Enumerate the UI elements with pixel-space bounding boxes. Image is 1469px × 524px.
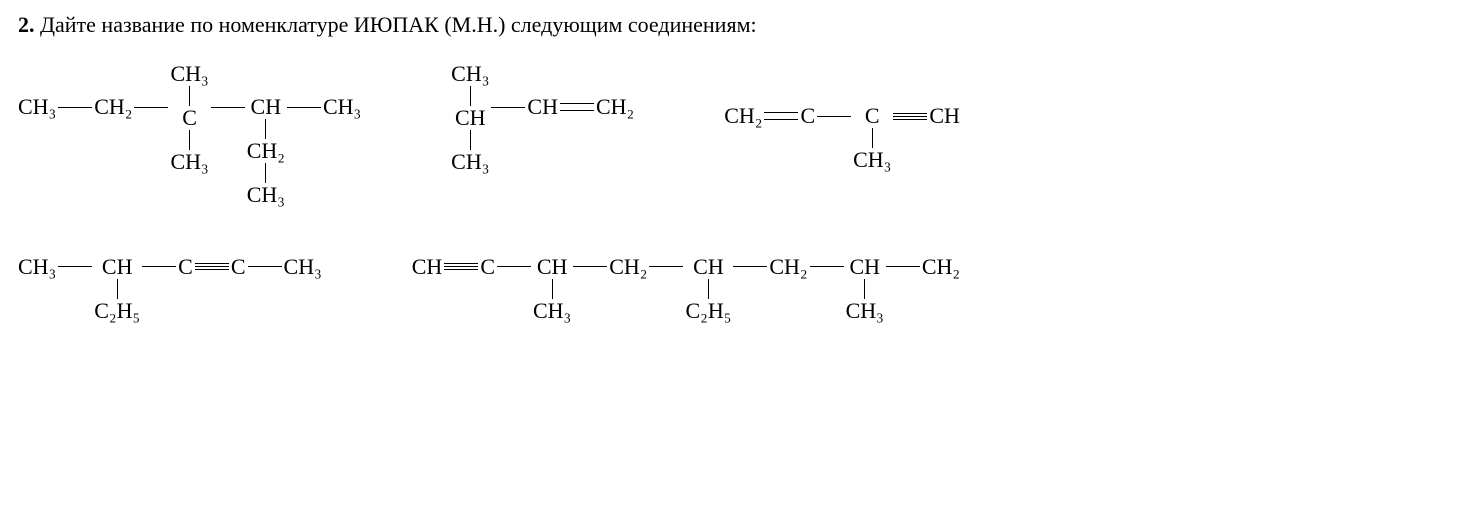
atom-label: CH₃ bbox=[247, 183, 285, 207]
atom-label: CH₂ bbox=[247, 139, 285, 163]
atom-label: CH₂ bbox=[94, 95, 132, 119]
atom-label: CH bbox=[455, 106, 486, 130]
atom-label: C bbox=[800, 104, 815, 128]
atom-label: CH₂ bbox=[724, 104, 762, 128]
atom-label: CH₃ bbox=[533, 299, 571, 323]
atom-label: C bbox=[231, 255, 246, 279]
atom-label: CH₃ bbox=[846, 299, 884, 323]
atom-label: CH₃ bbox=[323, 95, 361, 119]
atom-label: C₂H₅ bbox=[94, 299, 140, 323]
atom-label: C bbox=[182, 106, 197, 130]
atom-label: CH bbox=[929, 104, 960, 128]
molecule-1: CH₃ CH₂ CH₃ C bbox=[18, 62, 361, 219]
atom-label: CH bbox=[102, 255, 133, 279]
structures-row-2: CH₃ CH C₂H₅ C bbox=[18, 255, 1451, 323]
question-text: 2. Дайте название по номенклатуре ИЮПАК … bbox=[18, 12, 1451, 38]
atom-label: CH₃ bbox=[170, 150, 208, 174]
atom-label: CH bbox=[527, 95, 558, 119]
atom-label: C bbox=[480, 255, 495, 279]
atom-label: CH₃ bbox=[451, 150, 489, 174]
molecule-2: CH₃ CH CH₃ CH bbox=[451, 62, 634, 175]
atom-label: C₂H₅ bbox=[685, 299, 731, 323]
question-body: Дайте название по номенклатуре ИЮПАК (М.… bbox=[40, 12, 757, 37]
molecule-5: CH C CH CH₃ bbox=[412, 255, 960, 323]
atom-label: CH₃ bbox=[284, 255, 322, 279]
molecule-4: CH₃ CH C₂H₅ C bbox=[18, 255, 322, 323]
atom-label: CH bbox=[849, 255, 880, 279]
molecule-3: CH₂ C C CH₃ bbox=[724, 104, 960, 172]
atom-label: CH₂ bbox=[922, 255, 960, 279]
atom-label: CH bbox=[537, 255, 568, 279]
atom-label: CH₂ bbox=[609, 255, 647, 279]
question-number: 2. bbox=[18, 12, 35, 37]
atom-label: CH₂ bbox=[769, 255, 807, 279]
structures-row-1: CH₃ CH₂ CH₃ C bbox=[18, 62, 1451, 219]
atom-label: CH₃ bbox=[18, 255, 56, 279]
atom-label: C bbox=[178, 255, 193, 279]
atom-label: CH₃ bbox=[170, 62, 208, 86]
atom-label: CH bbox=[251, 95, 282, 119]
atom-label: CH bbox=[412, 255, 443, 279]
atom-label: C bbox=[865, 104, 880, 128]
atom-label: CH₂ bbox=[596, 95, 634, 119]
atom-label: CH₃ bbox=[18, 95, 56, 119]
atom-label: CH₃ bbox=[853, 148, 891, 172]
atom-label: CH bbox=[693, 255, 724, 279]
atom-label: CH₃ bbox=[451, 62, 489, 86]
